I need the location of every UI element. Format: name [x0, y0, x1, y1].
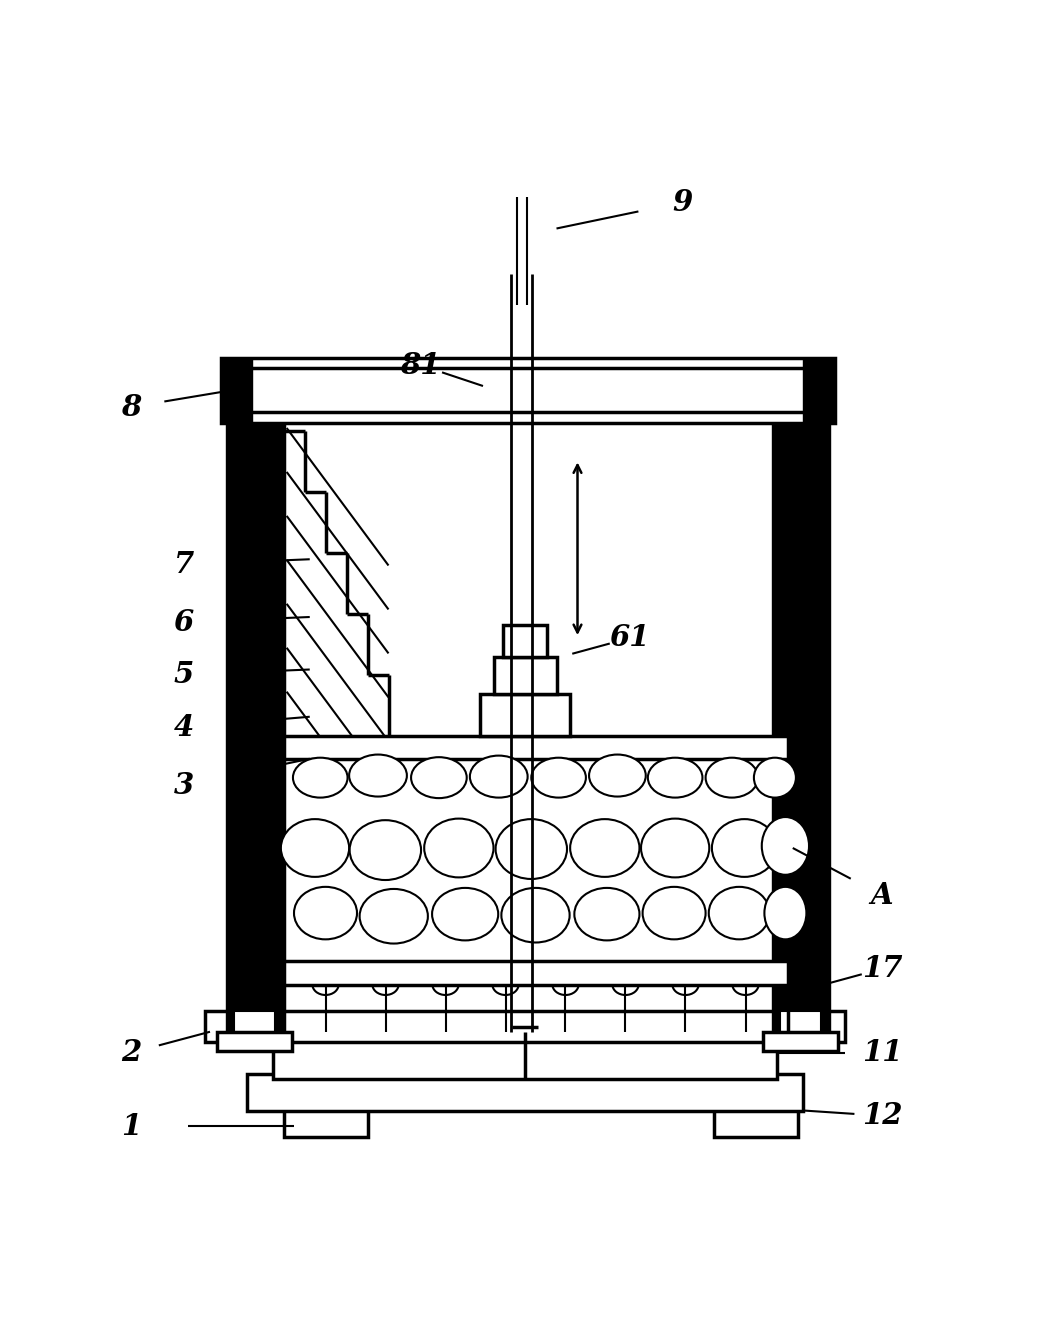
Ellipse shape — [531, 758, 586, 798]
Bar — [763, 1032, 838, 1051]
Ellipse shape — [349, 755, 407, 797]
Ellipse shape — [294, 886, 357, 940]
Ellipse shape — [470, 755, 527, 798]
Bar — [234, 1011, 275, 1051]
Ellipse shape — [712, 819, 777, 877]
Text: 3: 3 — [173, 770, 194, 799]
Ellipse shape — [574, 888, 639, 940]
Ellipse shape — [648, 758, 702, 798]
Ellipse shape — [293, 758, 348, 798]
Bar — [780, 1011, 821, 1051]
Text: A: A — [870, 881, 894, 909]
Text: 8: 8 — [121, 392, 142, 422]
Ellipse shape — [709, 886, 770, 940]
Text: 9: 9 — [672, 187, 693, 217]
Text: 81: 81 — [400, 351, 440, 379]
Text: 17: 17 — [862, 955, 902, 983]
Ellipse shape — [764, 886, 806, 940]
Bar — [803, 358, 835, 423]
Ellipse shape — [502, 888, 569, 943]
Bar — [217, 1032, 292, 1051]
Ellipse shape — [761, 817, 808, 874]
Bar — [284, 961, 788, 984]
Ellipse shape — [643, 886, 706, 940]
Text: 5: 5 — [173, 660, 194, 690]
Ellipse shape — [412, 757, 466, 798]
Ellipse shape — [281, 819, 349, 877]
Bar — [226, 423, 284, 1032]
Text: 12: 12 — [862, 1101, 902, 1130]
Text: 2: 2 — [121, 1038, 142, 1067]
Bar — [714, 1107, 798, 1137]
Bar — [273, 1036, 777, 1079]
Ellipse shape — [424, 818, 494, 877]
Ellipse shape — [589, 755, 646, 797]
Ellipse shape — [640, 818, 710, 877]
Bar — [220, 358, 252, 423]
Text: 4: 4 — [173, 712, 194, 742]
Bar — [284, 1107, 367, 1137]
Bar — [494, 657, 556, 694]
Ellipse shape — [350, 821, 421, 880]
Bar — [503, 625, 547, 657]
Ellipse shape — [496, 819, 567, 878]
Ellipse shape — [433, 888, 498, 940]
Bar — [481, 694, 569, 735]
Text: 1: 1 — [121, 1111, 142, 1141]
Text: 11: 11 — [862, 1038, 902, 1067]
Bar — [247, 1074, 803, 1110]
Ellipse shape — [706, 758, 758, 798]
Bar — [772, 423, 830, 1032]
Text: 7: 7 — [173, 550, 194, 578]
Text: 6: 6 — [173, 608, 194, 637]
Bar — [205, 1011, 845, 1042]
Ellipse shape — [570, 819, 639, 877]
Ellipse shape — [754, 758, 796, 798]
Ellipse shape — [359, 889, 428, 944]
Bar — [284, 735, 788, 759]
Bar — [220, 358, 835, 423]
Text: 61: 61 — [610, 624, 650, 652]
